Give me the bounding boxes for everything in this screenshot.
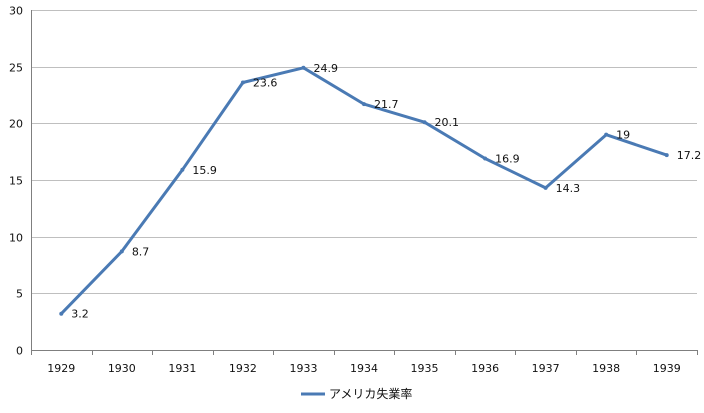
data-point bbox=[422, 120, 427, 125]
y-tick-label: 5 bbox=[16, 288, 23, 301]
gridlines bbox=[31, 10, 697, 294]
data-label: 14.3 bbox=[556, 182, 581, 195]
data-label: 16.9 bbox=[495, 152, 520, 165]
x-tick-label: 1939 bbox=[653, 362, 681, 375]
data-point bbox=[301, 65, 306, 70]
data-point bbox=[362, 102, 366, 107]
x-tick-label: 1937 bbox=[532, 362, 560, 375]
y-tick-label: 10 bbox=[9, 232, 23, 245]
legend-label: アメリカ失業率 bbox=[329, 386, 412, 401]
x-tick-label: 1930 bbox=[108, 362, 136, 375]
data-point bbox=[59, 311, 64, 316]
data-point bbox=[119, 249, 124, 254]
data-label: 8.7 bbox=[132, 245, 150, 258]
y-tick-label: 25 bbox=[9, 62, 23, 75]
data-label: 23.6 bbox=[253, 77, 278, 90]
data-label: 3.2 bbox=[71, 308, 89, 321]
data-point bbox=[664, 153, 669, 158]
x-tick-label: 1934 bbox=[350, 362, 378, 375]
data-point bbox=[543, 185, 548, 190]
data-label: 20.1 bbox=[435, 116, 460, 129]
data-point bbox=[180, 167, 185, 172]
axes: 0 5 10 15 20 25 30 1929 1930 1931 1932 1933 1934 1935… bbox=[9, 5, 698, 375]
data-label: 24.9 bbox=[313, 62, 338, 75]
y-tick-label: 30 bbox=[9, 5, 23, 18]
series bbox=[59, 65, 669, 316]
data-label: 17.2 bbox=[677, 149, 702, 162]
data-point bbox=[604, 132, 609, 137]
x-tick-label: 1931 bbox=[168, 362, 196, 375]
x-tick-label: 1938 bbox=[592, 362, 620, 375]
data-point bbox=[240, 80, 245, 85]
data-label: 19 bbox=[616, 129, 630, 142]
data-label: 21.7 bbox=[374, 98, 399, 111]
x-tick-label: 1933 bbox=[289, 362, 317, 375]
x-tick-label: 1929 bbox=[47, 362, 75, 375]
x-tick-label: 1936 bbox=[471, 362, 499, 375]
x-tick-label: 1935 bbox=[411, 362, 439, 375]
data-labels: 3.2 8.7 15.9 23.6 24.9 21.7 20.1 16.9 14.3 19 17.2 bbox=[71, 62, 701, 321]
y-tick-label: 0 bbox=[16, 345, 23, 358]
data-point bbox=[483, 156, 488, 161]
y-tick-label: 15 bbox=[9, 175, 23, 188]
legend: アメリカ失業率 bbox=[301, 386, 412, 401]
data-label: 15.9 bbox=[192, 164, 217, 177]
x-tick-label: 1932 bbox=[229, 362, 257, 375]
y-tick-label: 20 bbox=[9, 118, 23, 131]
